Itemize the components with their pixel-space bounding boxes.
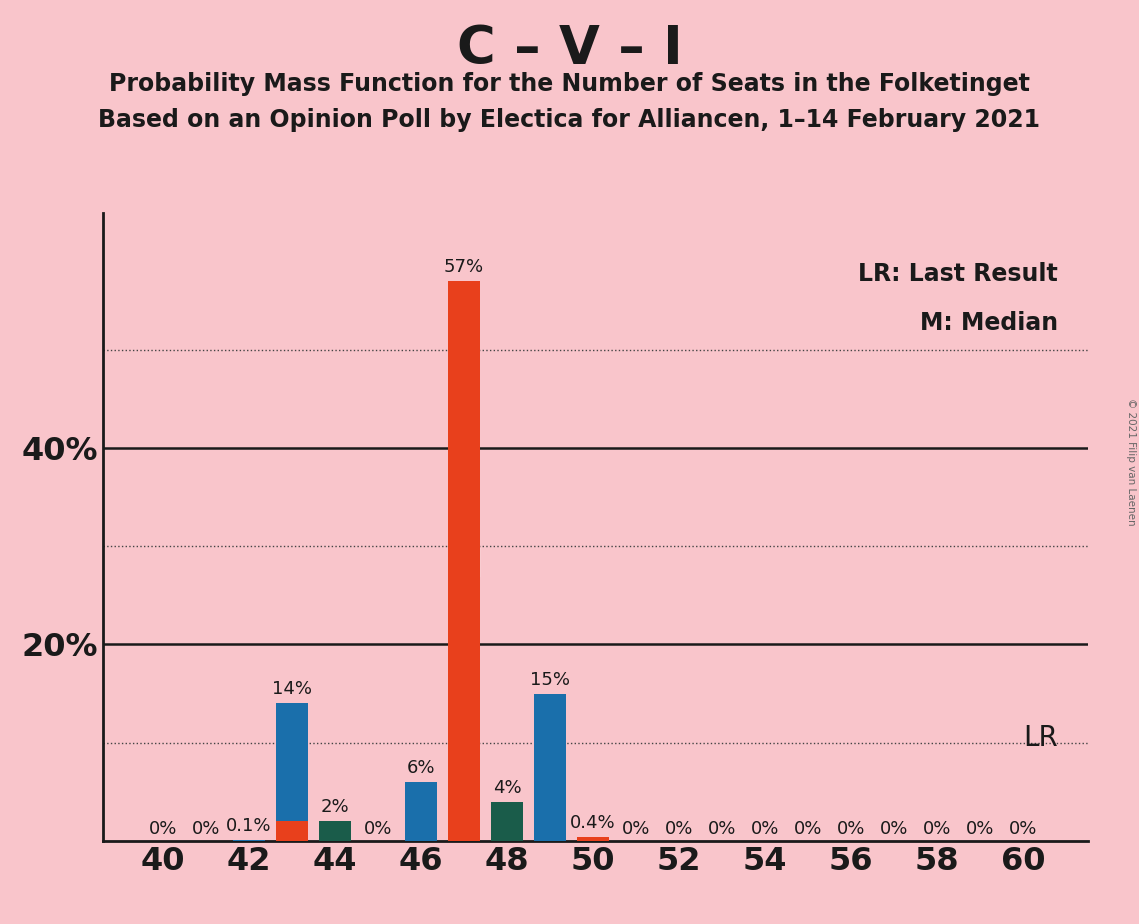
Bar	[448, 281, 480, 841]
Text: 0%: 0%	[966, 821, 994, 838]
Text: 15%: 15%	[530, 671, 570, 688]
Text: 0%: 0%	[923, 821, 951, 838]
Text: 0%: 0%	[794, 821, 822, 838]
Text: 57%: 57%	[444, 259, 484, 276]
Bar	[276, 821, 308, 841]
Text: 0%: 0%	[837, 821, 866, 838]
Text: C – V – I: C – V – I	[457, 23, 682, 75]
Text: 2%: 2%	[320, 798, 350, 816]
Bar	[534, 694, 566, 841]
Bar	[276, 703, 308, 841]
Text: LR: LR	[1023, 723, 1058, 752]
Text: 0%: 0%	[751, 821, 779, 838]
Text: 6%: 6%	[407, 759, 435, 777]
Text: 0.1%: 0.1%	[226, 817, 271, 835]
Text: 0%: 0%	[622, 821, 650, 838]
Text: 0.4%: 0.4%	[571, 814, 616, 832]
Text: M: Median: M: Median	[919, 310, 1058, 334]
Text: 0%: 0%	[665, 821, 694, 838]
Text: Probability Mass Function for the Number of Seats in the Folketinget: Probability Mass Function for the Number…	[109, 72, 1030, 96]
Text: 0%: 0%	[707, 821, 736, 838]
Text: M: M	[444, 547, 483, 585]
Text: © 2021 Filip van Laenen: © 2021 Filip van Laenen	[1126, 398, 1136, 526]
Bar	[576, 837, 609, 841]
Bar	[576, 837, 609, 841]
Text: 0%: 0%	[148, 821, 177, 838]
Text: 14%: 14%	[272, 680, 312, 699]
Bar	[319, 821, 351, 841]
Text: Based on an Opinion Poll by Electica for Alliancen, 1–14 February 2021: Based on an Opinion Poll by Electica for…	[98, 108, 1041, 132]
Text: 0%: 0%	[363, 821, 392, 838]
Text: 0%: 0%	[191, 821, 220, 838]
Text: 4%: 4%	[492, 779, 522, 796]
Text: 0%: 0%	[880, 821, 908, 838]
Text: LR: Last Result: LR: Last Result	[858, 261, 1058, 286]
Bar	[232, 840, 265, 841]
Bar	[491, 802, 523, 841]
Text: 0%: 0%	[1009, 821, 1038, 838]
Bar	[404, 782, 437, 841]
